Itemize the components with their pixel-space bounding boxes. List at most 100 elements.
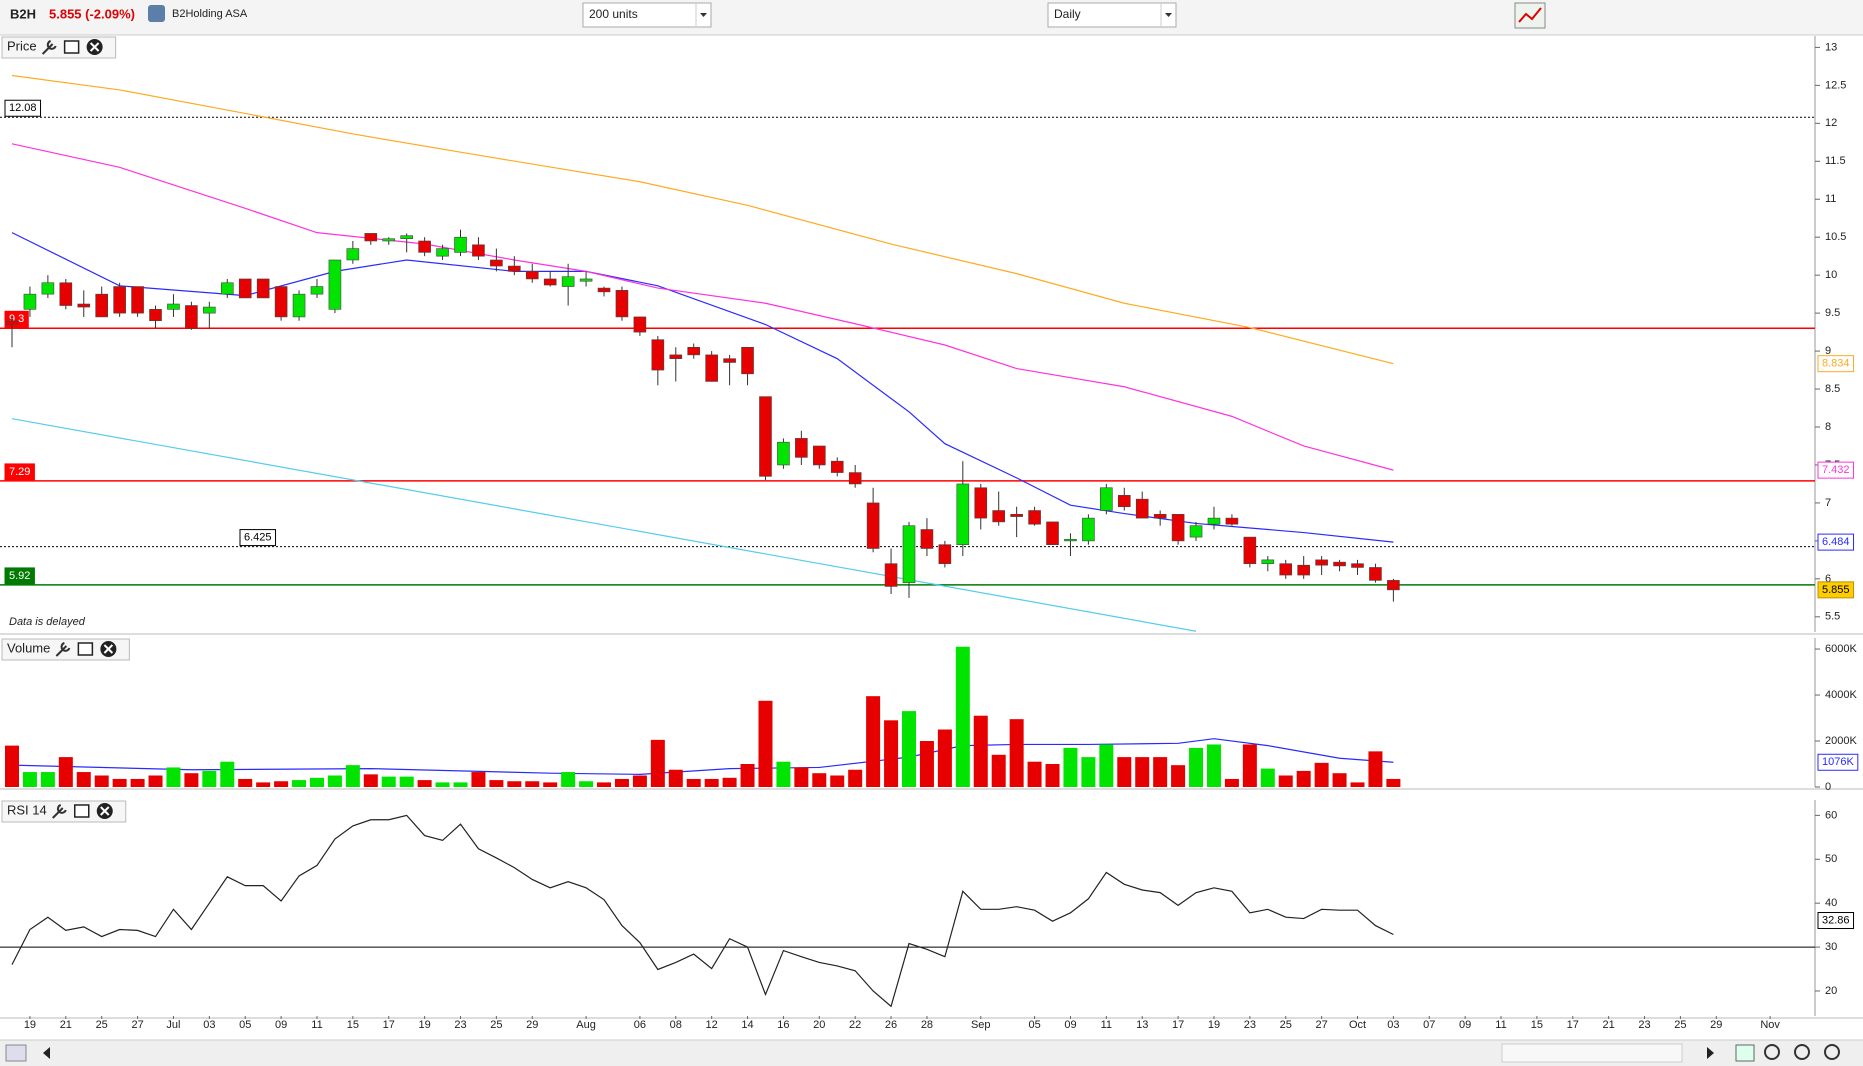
moving-average (11, 738, 1394, 775)
y-tick-label: 12 (1825, 117, 1837, 129)
candle-body (848, 472, 862, 485)
candle-body (1100, 487, 1113, 511)
candle-body (812, 445, 826, 466)
x-tick-label: 15 (1531, 1019, 1543, 1031)
candle-body (113, 286, 126, 314)
y-tick-label: 0 (1825, 781, 1831, 793)
units-select[interactable]: 200 units (582, 2, 712, 28)
y-tick-label: 9.5 (1825, 307, 1840, 319)
settings-icon[interactable] (55, 642, 71, 657)
toolbar (0, 0, 1863, 35)
scroll-left[interactable] (43, 1047, 50, 1059)
value-tag: 6.425 (244, 531, 272, 543)
y-tick-label: 11.5 (1825, 155, 1846, 167)
settings-icon[interactable] (41, 40, 57, 55)
y-tick-label: 10.5 (1825, 231, 1846, 243)
candle-body (149, 309, 162, 322)
candle-body (974, 487, 988, 519)
candle-body (508, 265, 521, 272)
candle-body (579, 278, 593, 282)
volume-bar (58, 757, 73, 787)
x-tick-label: 07 (1423, 1019, 1435, 1031)
symbol: B2H (10, 6, 36, 21)
interval-value: Daily (1054, 7, 1081, 21)
chart-type-button[interactable] (1514, 2, 1546, 29)
x-tick-label: Oct (1349, 1019, 1366, 1031)
volume-bar (94, 775, 109, 787)
candle-body (597, 287, 611, 293)
candle-body (795, 438, 808, 458)
volume-bar (776, 761, 791, 787)
scroll-right[interactable] (1707, 1047, 1714, 1059)
candle-body (1279, 563, 1293, 576)
select-box[interactable] (582, 2, 712, 28)
candle-body (723, 358, 736, 363)
candle-body (1010, 514, 1023, 517)
x-tick-label: 11 (1101, 1019, 1112, 1031)
maximize-icon[interactable] (63, 40, 80, 54)
moving-average (11, 143, 1394, 471)
volume-bar (274, 781, 289, 787)
candle-body (400, 235, 413, 240)
volume-bar (1386, 778, 1401, 787)
volume-bar (5, 745, 19, 787)
candle-body (1189, 525, 1203, 538)
value-tag: 5.92 (9, 570, 30, 582)
candle-body (1207, 517, 1221, 525)
panel-title: Volume (7, 640, 50, 655)
volume-bar (1242, 744, 1257, 787)
candle-body (203, 306, 216, 314)
y-tick-label: 5.5 (1825, 611, 1840, 623)
company-icon (148, 5, 165, 22)
candle-body (1261, 559, 1275, 564)
volume-bar (525, 781, 540, 787)
y-tick-label: 10 (1825, 269, 1837, 281)
volume-bar (22, 772, 37, 787)
scroll-thumb[interactable] (1501, 1043, 1683, 1063)
zoom-out[interactable] (1794, 1044, 1810, 1060)
volume-bar (471, 772, 486, 787)
panel-title: RSI 14 (7, 802, 47, 817)
candle-body (884, 563, 898, 587)
x-tick-label: 09 (1459, 1019, 1471, 1031)
candle-body (1351, 563, 1364, 568)
settings-icon[interactable] (52, 804, 67, 819)
zoom-fit[interactable] (1735, 1044, 1755, 1062)
scroll-home[interactable] (5, 1044, 27, 1062)
select-box[interactable] (1047, 2, 1177, 28)
select-arrow (1165, 13, 1172, 17)
candle-body (543, 278, 557, 286)
x-tick-label: 23 (1244, 1019, 1256, 1031)
x-tick-label: 25 (1280, 1019, 1292, 1031)
moving-average (11, 74, 1394, 365)
volume-bar (686, 778, 701, 787)
volume-bar (489, 780, 504, 787)
volume-bar (812, 773, 827, 787)
candle-body (382, 238, 396, 242)
x-tick-label: 19 (418, 1019, 430, 1031)
candle-body (418, 240, 431, 253)
candle-body (920, 529, 934, 549)
volume-bar (309, 777, 324, 787)
x-tick-label: 25 (1674, 1019, 1686, 1031)
volume-bar (453, 782, 468, 787)
candle-body (1315, 559, 1328, 566)
volume-bar (148, 775, 163, 787)
x-tick-label: 11 (311, 1019, 322, 1031)
volume-bar (561, 772, 576, 787)
candle-body (938, 544, 952, 564)
volume-bar (1350, 782, 1365, 787)
candle-body (525, 271, 539, 280)
candle-body (741, 346, 754, 375)
x-tick-label: 05 (239, 1019, 251, 1031)
interval-select[interactable]: Daily (1047, 2, 1177, 28)
x-tick-label: 08 (670, 1019, 682, 1031)
button-box[interactable] (1514, 2, 1546, 29)
maximize-icon[interactable] (77, 642, 94, 656)
zoom-in[interactable] (1824, 1044, 1840, 1060)
maximize-icon[interactable] (74, 804, 90, 818)
value-tag-box (1817, 533, 1855, 551)
company: B2Holding ASA (172, 8, 248, 20)
zoom-area[interactable] (1764, 1044, 1780, 1060)
y-tick-label: 2000K (1825, 735, 1857, 747)
